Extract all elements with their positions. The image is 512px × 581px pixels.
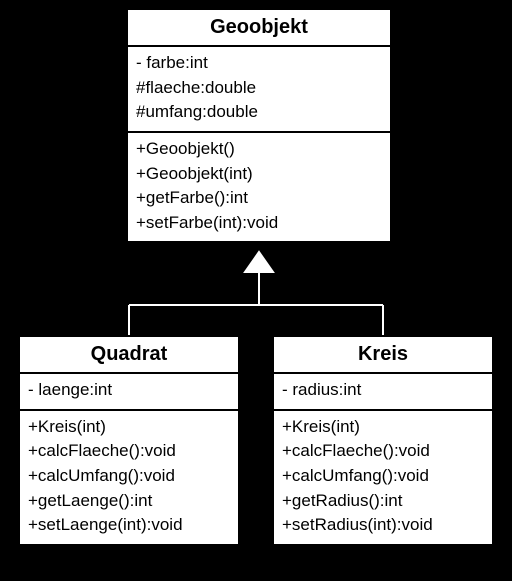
class-kreis: Kreis - radius:int +Kreis(int)+calcFlaec…	[272, 335, 494, 546]
class-geoobjekt: Geoobjekt - farbe:int#flaeche:double#umf…	[126, 8, 392, 243]
method-row: +Kreis(int)	[282, 415, 484, 440]
method-row: +setLaenge(int):void	[28, 513, 230, 538]
class-title-geoobjekt: Geoobjekt	[128, 10, 390, 47]
class-title-kreis: Kreis	[274, 337, 492, 374]
method-row: +Geoobjekt(int)	[136, 162, 382, 187]
method-row: +Kreis(int)	[28, 415, 230, 440]
class-quadrat: Quadrat - laenge:int +Kreis(int)+calcFla…	[18, 335, 240, 546]
attribute-row: - farbe:int	[136, 51, 382, 76]
method-row: +calcFlaeche():void	[28, 439, 230, 464]
attribute-row: - laenge:int	[28, 378, 230, 403]
methods-kreis: +Kreis(int)+calcFlaeche():void+calcUmfan…	[274, 411, 492, 544]
method-row: +calcUmfang():void	[28, 464, 230, 489]
method-row: +setFarbe(int):void	[136, 211, 382, 236]
method-row: +setRadius(int):void	[282, 513, 484, 538]
methods-quadrat: +Kreis(int)+calcFlaeche():void+calcUmfan…	[20, 411, 238, 544]
method-row: +getLaenge():int	[28, 489, 230, 514]
method-row: +calcFlaeche():void	[282, 439, 484, 464]
class-title-quadrat: Quadrat	[20, 337, 238, 374]
method-row: +getRadius():int	[282, 489, 484, 514]
attributes-kreis: - radius:int	[274, 374, 492, 411]
attributes-geoobjekt: - farbe:int#flaeche:double#umfang:double	[128, 47, 390, 133]
method-row: +Geoobjekt()	[136, 137, 382, 162]
method-row: +getFarbe():int	[136, 186, 382, 211]
attribute-row: #umfang:double	[136, 100, 382, 125]
attribute-row: - radius:int	[282, 378, 484, 403]
methods-geoobjekt: +Geoobjekt()+Geoobjekt(int)+getFarbe():i…	[128, 133, 390, 242]
attributes-quadrat: - laenge:int	[20, 374, 238, 411]
attribute-row: #flaeche:double	[136, 76, 382, 101]
method-row: +calcUmfang():void	[282, 464, 484, 489]
